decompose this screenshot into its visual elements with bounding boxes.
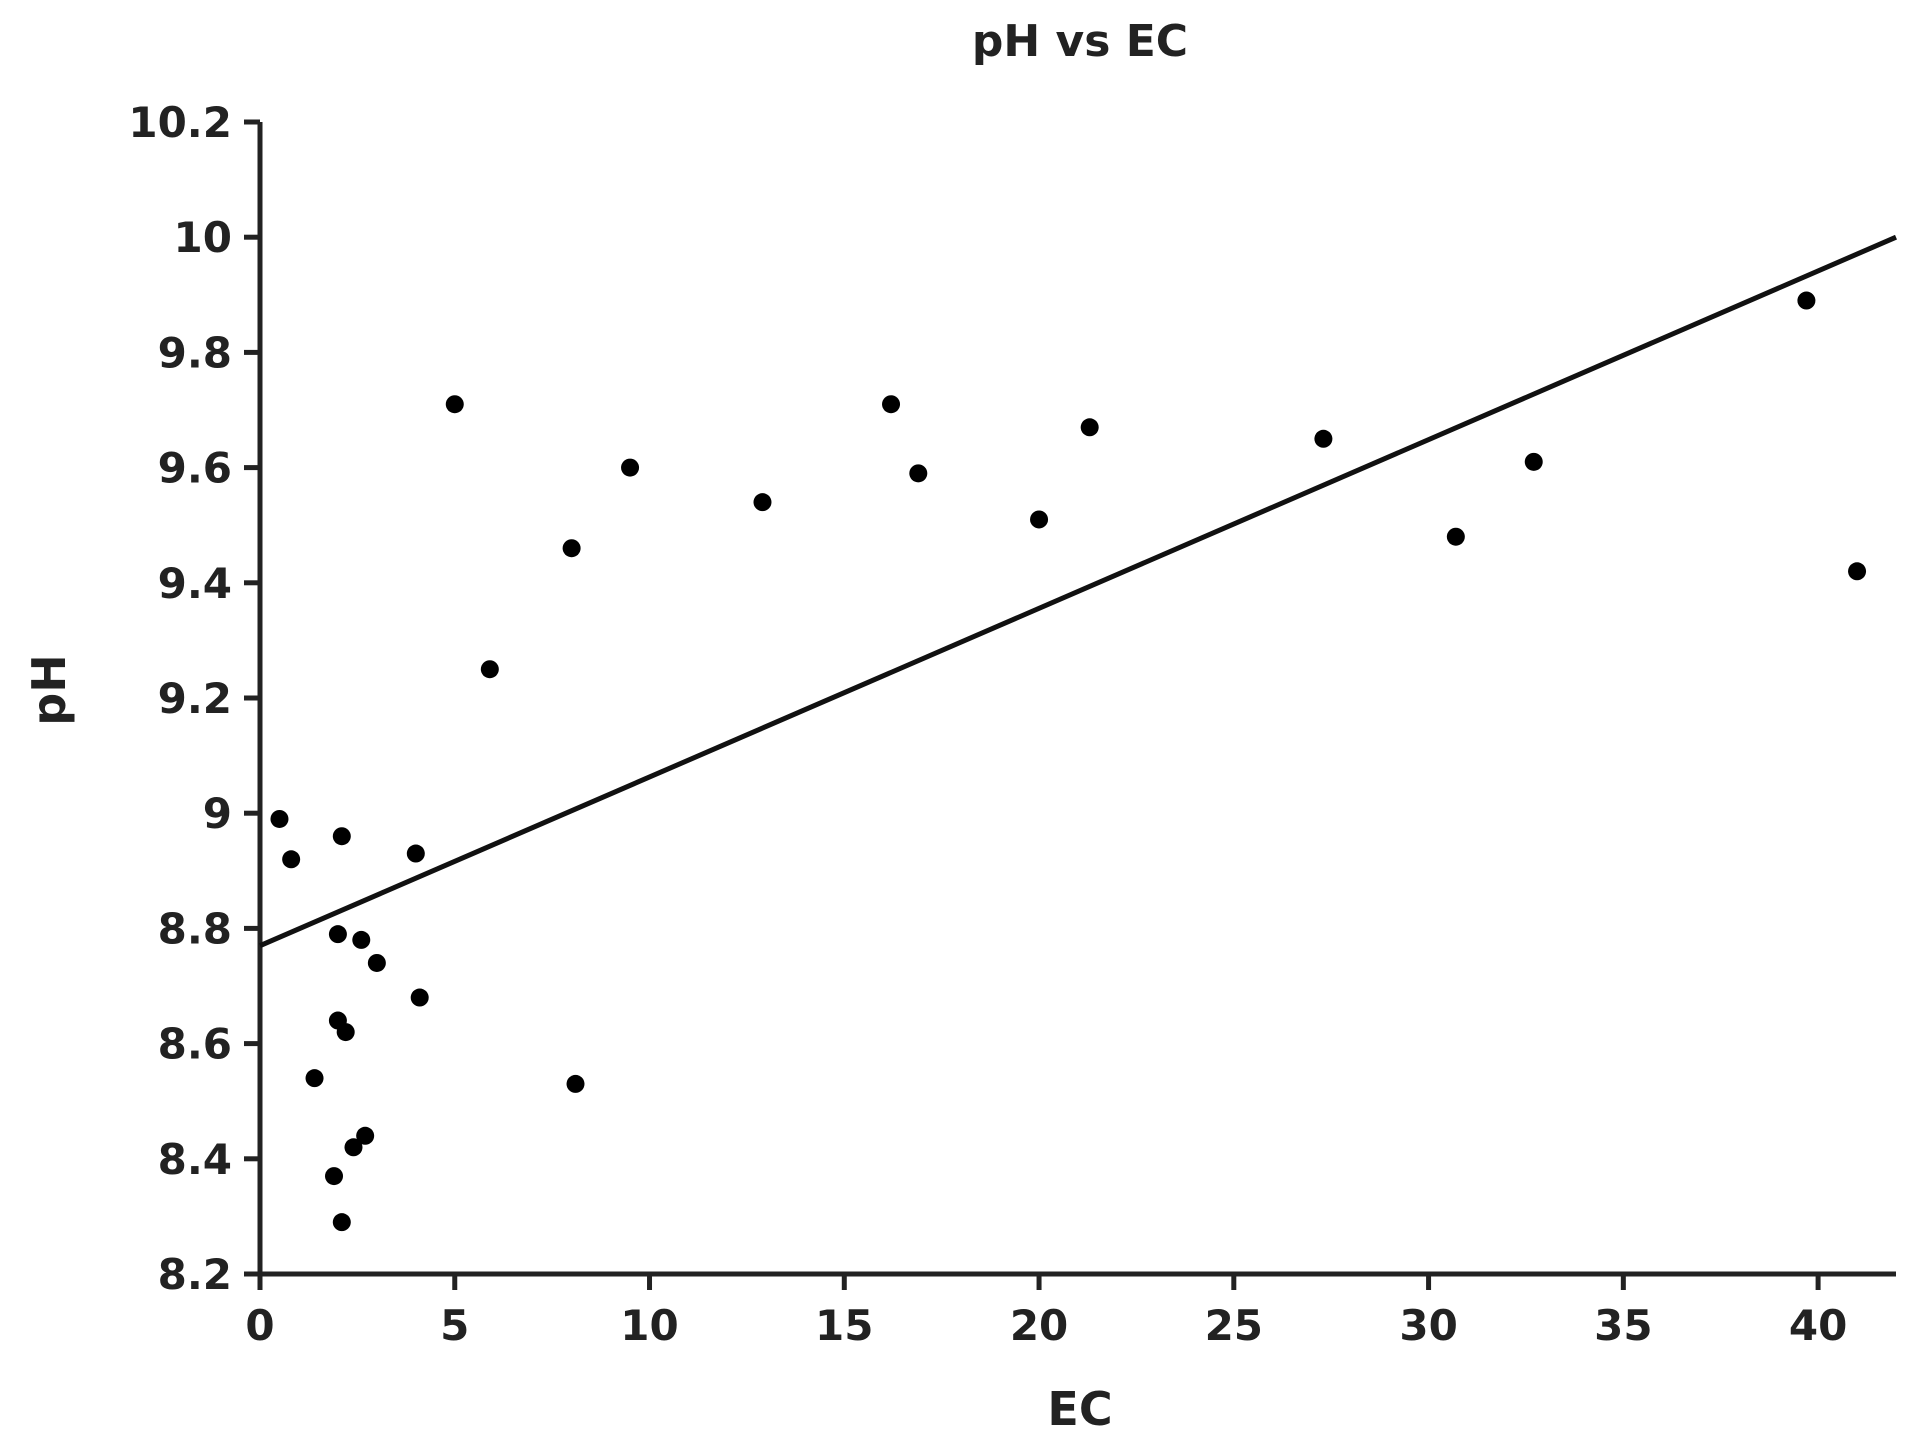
y-tick-label: 9.4 (158, 559, 232, 608)
data-point (356, 1126, 375, 1145)
x-tick-label: 5 (440, 1301, 469, 1350)
data-point (909, 464, 928, 483)
y-tick-label: 9.8 (158, 328, 232, 377)
x-axis-ticks: 0 5 10 15 20 25 30 35 40 (245, 1274, 1847, 1350)
data-point (344, 1138, 363, 1157)
x-tick-label: 20 (1010, 1301, 1068, 1350)
x-tick-label: 0 (245, 1301, 274, 1350)
y-axis-label: pH (22, 654, 76, 725)
x-tick-label: 10 (620, 1301, 678, 1350)
y-tick-label: 9.2 (158, 674, 232, 723)
data-point (1030, 510, 1049, 529)
data-point (1524, 452, 1543, 471)
data-point (1848, 562, 1867, 581)
data-point (367, 953, 386, 972)
y-tick-label: 8.4 (158, 1135, 232, 1184)
data-point (753, 493, 772, 512)
data-point (406, 844, 425, 863)
x-tick-label: 15 (815, 1301, 873, 1350)
y-tick-label: 8.2 (158, 1250, 232, 1299)
data-point (332, 827, 351, 846)
data-point (562, 539, 581, 558)
trend-line (259, 234, 1897, 948)
y-tick-label: 8.8 (158, 904, 232, 953)
data-point (270, 809, 289, 828)
x-tick-label: 40 (1789, 1301, 1847, 1350)
data-point (410, 988, 429, 1007)
data-point (882, 395, 901, 414)
data-point (566, 1074, 585, 1093)
y-tick-label: 9 (203, 789, 232, 838)
y-tick-label: 9.6 (158, 444, 232, 493)
data-point (282, 850, 301, 869)
x-tick-label: 35 (1594, 1301, 1652, 1350)
chart-title: pH vs EC (972, 16, 1188, 67)
y-tick-label: 10.2 (128, 98, 232, 147)
data-point (1314, 429, 1333, 448)
x-tick-label: 25 (1205, 1301, 1263, 1350)
y-tick-label: 10 (174, 213, 232, 262)
data-point (1080, 418, 1099, 437)
data-point (480, 660, 499, 679)
x-axis-label: EC (1047, 1382, 1112, 1436)
data-point (325, 1167, 344, 1186)
data-point (352, 930, 371, 949)
data-point (621, 458, 640, 477)
y-axis-ticks: 8.2 8.4 8.6 8.8 9 9.2 9.4 9.6 9.8 10 10.2 (128, 98, 260, 1299)
data-point (336, 1023, 355, 1042)
data-point (305, 1069, 324, 1088)
data-point (445, 395, 464, 414)
data-point (328, 925, 347, 944)
data-points (270, 291, 1867, 1232)
data-point (1446, 527, 1465, 546)
x-tick-label: 30 (1399, 1301, 1457, 1350)
y-tick-label: 8.6 (158, 1020, 232, 1069)
data-point (332, 1213, 351, 1232)
data-point (1797, 291, 1816, 310)
